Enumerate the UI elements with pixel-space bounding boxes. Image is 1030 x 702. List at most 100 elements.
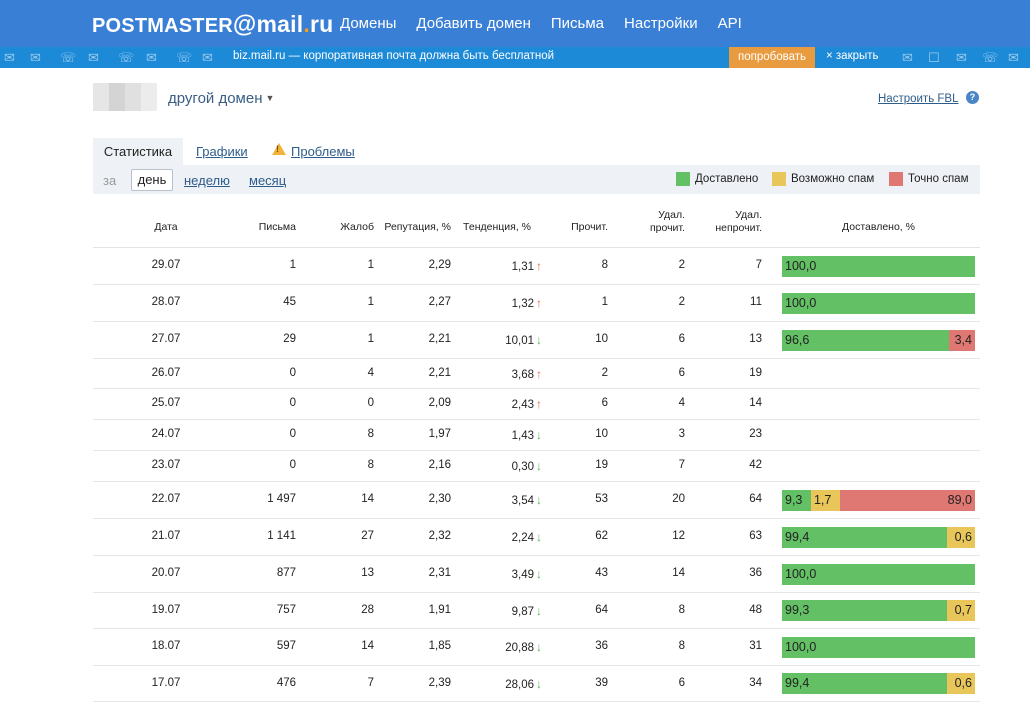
col-del-read-line2: прочит. bbox=[649, 222, 685, 234]
trend-value: 1,32 bbox=[511, 298, 534, 310]
cell-complaints: 8 bbox=[367, 428, 374, 440]
cell-reputation: 2,21 bbox=[428, 367, 451, 379]
cell-del-unread: 36 bbox=[749, 567, 762, 579]
cell-date: 27.07 bbox=[151, 333, 181, 345]
bar-segment-green: 99,4 bbox=[782, 527, 947, 548]
cell-read: 6 bbox=[601, 397, 608, 409]
cell-del-read: 14 bbox=[672, 567, 685, 579]
cell-complaints: 1 bbox=[367, 296, 374, 308]
promo-banner: ✉ ✉ ☏ ✉ ☏ ✉ ☏ ✉ ✉ ☐ ✉ ☏ ✉ biz.mail.ru — … bbox=[0, 47, 1030, 68]
nav-letters[interactable]: Письма bbox=[550, 15, 605, 32]
cell-reputation: 2,27 bbox=[428, 296, 451, 308]
cell-reputation: 2,09 bbox=[428, 397, 451, 409]
tab-problems[interactable]: Проблемы bbox=[291, 144, 355, 159]
cell-read: 39 bbox=[595, 677, 608, 689]
top-header: POSTMASTER@mail.ru Домены Добавить домен… bbox=[0, 0, 1030, 47]
nav-api[interactable]: API bbox=[717, 15, 742, 32]
cell-date: 20.07 bbox=[151, 567, 181, 579]
cell-letters: 29 bbox=[283, 333, 296, 345]
cell-del-read: 4 bbox=[678, 397, 685, 409]
trend-value: 9,87 bbox=[511, 606, 534, 618]
phone-icon: ☏ bbox=[176, 50, 193, 65]
cell-reputation: 2,32 bbox=[428, 530, 451, 542]
cell-del-read: 6 bbox=[678, 367, 685, 379]
cell-complaints: 13 bbox=[361, 567, 374, 579]
nav-settings[interactable]: Настройки bbox=[624, 15, 698, 32]
cell-complaints: 7 bbox=[367, 677, 374, 689]
cell-read: 19 bbox=[595, 459, 608, 471]
promo-text[interactable]: biz.mail.ru — корпоративная почта должна… bbox=[233, 50, 555, 62]
bar-segment-red: 89,0 bbox=[839, 490, 975, 511]
cell-del-read: 7 bbox=[678, 459, 685, 471]
period-month-link[interactable]: месяц bbox=[249, 173, 287, 188]
cell-del-read: 3 bbox=[678, 428, 685, 440]
cell-del-read: 8 bbox=[678, 604, 685, 616]
help-icon[interactable]: ? bbox=[966, 91, 979, 104]
cell-read: 1 bbox=[601, 296, 608, 308]
arrow-down-icon: ↓ bbox=[536, 677, 542, 691]
cell-date: 24.07 bbox=[151, 428, 181, 440]
cell-complaints: 4 bbox=[367, 367, 374, 379]
cell-del-unread: 14 bbox=[749, 397, 762, 409]
table-row: 29.07 1 1 2,29 8 2 7 1,31 ↑ 100,0 bbox=[93, 248, 980, 285]
bar-segment-green: 96,6 bbox=[782, 330, 949, 351]
nav-add-domain[interactable]: Добавить домен bbox=[416, 15, 531, 32]
cell-complaints: 1 bbox=[367, 259, 374, 271]
cell-letters: 0 bbox=[289, 459, 296, 471]
table-row: 26.07 0 4 2,21 2 6 19 3,68 ↑ bbox=[93, 359, 980, 389]
promo-try-button[interactable]: попробовать bbox=[729, 47, 815, 68]
cell-complaints: 28 bbox=[361, 604, 374, 616]
cell-reputation: 2,31 bbox=[428, 567, 451, 579]
cell-letters: 1 497 bbox=[267, 493, 296, 505]
cell-read: 43 bbox=[595, 567, 608, 579]
delivered-bar: 96,6 3,4 bbox=[782, 330, 975, 351]
cell-complaints: 27 bbox=[361, 530, 374, 542]
arrow-up-icon: ↑ bbox=[536, 397, 542, 411]
bar-segment-green: 100,0 bbox=[782, 293, 975, 314]
domain-dropdown[interactable]: другой домен ▼ bbox=[168, 90, 274, 107]
cell-letters: 597 bbox=[276, 640, 296, 652]
cell-del-read: 2 bbox=[678, 296, 685, 308]
cell-letters: 877 bbox=[276, 567, 296, 579]
legend-delivered: Доставлено bbox=[676, 172, 758, 186]
table-row: 17.07 476 7 2,39 39 6 34 28,06 ↓ 99,4 0,6 bbox=[93, 666, 980, 702]
col-del-read-line1: Удал. bbox=[658, 209, 685, 221]
cell-complaints: 0 bbox=[367, 397, 374, 409]
period-day-button[interactable]: день bbox=[131, 169, 173, 191]
bar-segment-green: 99,4 bbox=[782, 673, 947, 694]
cell-del-read: 6 bbox=[678, 677, 685, 689]
cell-trend: 10,01 ↓ bbox=[441, 333, 542, 347]
cell-date: 22.07 bbox=[151, 493, 181, 505]
cell-del-unread: 19 bbox=[749, 367, 762, 379]
cell-trend: 3,54 ↓ bbox=[441, 493, 542, 507]
promo-close-button[interactable]: × закрыть bbox=[826, 50, 879, 62]
table-header: Дата Письма Жалоб Репутация, % Тенденция… bbox=[93, 196, 980, 248]
cell-date: 25.07 bbox=[151, 397, 181, 409]
envelope-icon: ✉ bbox=[4, 50, 15, 65]
table-row: 18.07 597 14 1,85 36 8 31 20,88 ↓ 100,0 bbox=[93, 629, 980, 666]
cell-date: 21.07 bbox=[151, 530, 181, 542]
cell-trend: 3,49 ↓ bbox=[441, 567, 542, 581]
nav-domains[interactable]: Домены bbox=[340, 15, 397, 32]
col-del-unread: Удал. непрочит. bbox=[692, 209, 762, 235]
logo-prefix: POSTMASTER bbox=[92, 15, 233, 37]
tab-statistics[interactable]: Статистика bbox=[93, 138, 183, 165]
envelope-icon: ✉ bbox=[146, 50, 157, 65]
cell-del-unread: 48 bbox=[749, 604, 762, 616]
cell-del-unread: 23 bbox=[749, 428, 762, 440]
tab-graphs[interactable]: Графики bbox=[196, 144, 248, 159]
cell-complaints: 14 bbox=[361, 493, 374, 505]
period-week-link[interactable]: неделю bbox=[184, 173, 230, 188]
bar-segment-yellow: 0,6 bbox=[947, 527, 975, 548]
cell-letters: 1 141 bbox=[267, 530, 296, 542]
configure-fbl-link[interactable]: Настроить FBL bbox=[878, 93, 959, 105]
postmaster-logo[interactable]: POSTMASTER@mail.ru bbox=[92, 11, 333, 39]
caret-down-icon: ▼ bbox=[265, 93, 275, 103]
bar-segment-green: 100,0 bbox=[782, 256, 975, 277]
cell-complaints: 8 bbox=[367, 459, 374, 471]
cell-trend: 0,30 ↓ bbox=[441, 459, 542, 473]
legend-spam-label: Точно спам bbox=[908, 173, 969, 185]
cell-del-unread: 7 bbox=[755, 259, 762, 271]
cell-complaints: 1 bbox=[367, 333, 374, 345]
envelope-icon: ✉ bbox=[30, 50, 41, 65]
